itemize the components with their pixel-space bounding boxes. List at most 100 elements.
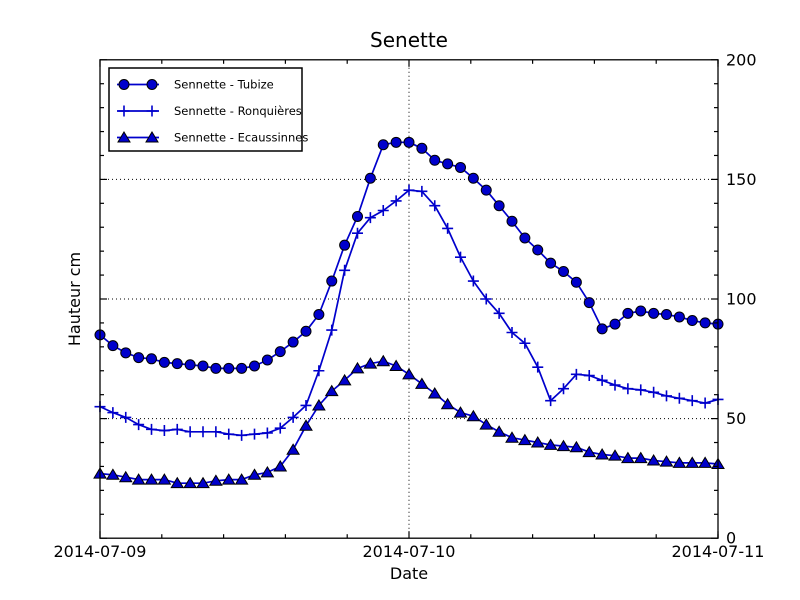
data-point-marker: [569, 440, 584, 453]
data-point-marker: [442, 158, 454, 170]
data-point-marker: [673, 311, 685, 323]
data-point-marker: [609, 318, 621, 330]
data-point-marker: [210, 362, 222, 374]
data-point-marker: [261, 427, 273, 439]
data-point-marker: [183, 476, 198, 489]
data-point-marker: [117, 131, 131, 143]
data-point-marker: [221, 473, 236, 485]
data-point-marker: [582, 445, 597, 458]
legend-item-label: Sennette - Ronquières: [174, 104, 302, 118]
series-line: [99, 360, 719, 485]
data-point-marker: [622, 307, 634, 319]
data-point-marker: [699, 397, 711, 409]
data-point-marker: [532, 244, 544, 256]
data-point-marker: [558, 383, 569, 395]
data-point-marker: [287, 336, 299, 348]
data-point-marker: [311, 398, 326, 411]
data-point-marker: [197, 360, 209, 372]
legend-item-label: Sennette - Ecaussinnes: [174, 131, 308, 145]
data-point-marker: [146, 353, 157, 365]
data-point-marker: [467, 172, 479, 184]
data-point-marker: [131, 473, 146, 485]
series-layer: [93, 136, 725, 489]
legend: Sennette - Tubize Sennette - Ronquières Se…: [108, 67, 308, 152]
data-point-marker: [492, 425, 507, 437]
data-point-marker: [339, 264, 351, 276]
data-point-marker: [364, 172, 376, 184]
data-point-marker: [661, 309, 672, 321]
data-point-marker: [236, 429, 248, 441]
data-point-marker: [429, 200, 441, 212]
data-point-marker: [416, 142, 428, 154]
data-point-marker: [146, 105, 158, 117]
data-point-marker: [442, 222, 454, 234]
data-point-marker: [583, 297, 595, 309]
x-tick-label: 2014-07-09: [54, 542, 147, 561]
data-point-marker: [493, 200, 505, 212]
data-point-marker: [146, 423, 157, 435]
y-tick-label: 0: [726, 529, 736, 548]
data-point-marker: [300, 325, 312, 337]
data-point-marker: [403, 136, 415, 148]
data-point-marker: [414, 377, 429, 389]
data-point-marker: [107, 340, 119, 352]
data-point-marker: [210, 426, 222, 438]
data-point-marker: [698, 456, 713, 468]
data-point-marker: [145, 131, 159, 143]
data-point-marker: [377, 204, 389, 216]
data-point-marker: [326, 275, 338, 287]
data-point-marker: [120, 411, 132, 423]
data-point-marker: [609, 379, 621, 391]
data-point-marker: [286, 443, 301, 455]
data-point-marker: [403, 184, 415, 196]
data-point-marker: [249, 360, 260, 372]
data-point-marker: [480, 184, 492, 196]
data-point-marker: [339, 239, 351, 251]
data-point-marker: [118, 470, 133, 483]
data-point-marker: [364, 212, 376, 224]
data-point-marker: [234, 473, 249, 485]
data-point-marker: [455, 251, 466, 263]
data-point-marker: [595, 448, 610, 460]
data-point-marker: [249, 428, 260, 440]
y-axis-label: Hauteur cm: [65, 252, 84, 346]
legend-item: Sennette - Ecaussinnes: [117, 131, 308, 145]
data-point-marker: [480, 293, 492, 305]
x-axis-label: Date: [390, 564, 428, 583]
data-point-marker: [429, 154, 441, 166]
data-point-marker: [287, 411, 299, 423]
data-point-marker: [493, 307, 505, 319]
data-point-marker: [672, 456, 687, 468]
data-point-marker: [596, 374, 608, 386]
data-point-marker: [517, 433, 532, 446]
data-point-marker: [635, 305, 647, 317]
x-tick-label: 2014-07-10: [363, 542, 456, 561]
data-point-marker: [661, 390, 672, 402]
data-point-marker: [118, 79, 130, 90]
data-point-marker: [686, 395, 698, 407]
data-point-marker: [236, 362, 248, 374]
data-point-marker: [197, 426, 209, 438]
data-point-marker: [158, 425, 170, 437]
data-point-marker: [699, 317, 711, 329]
data-point-marker: [402, 367, 416, 380]
data-point-marker: [453, 406, 468, 418]
data-point-marker: [299, 419, 313, 431]
data-point-marker: [352, 210, 363, 222]
data-point-marker: [352, 227, 363, 239]
data-point-marker: [144, 473, 159, 485]
data-point-marker: [479, 418, 494, 430]
y-tick-label: 200: [726, 50, 757, 69]
data-point-marker: [570, 368, 582, 380]
data-point-marker: [260, 465, 275, 478]
data-point-marker: [455, 161, 466, 173]
data-point-marker: [519, 337, 531, 349]
data-point-marker: [543, 438, 558, 450]
y-tick-label: 100: [726, 290, 757, 309]
x-tick-label: 2014-07-11: [672, 542, 765, 561]
data-point-marker: [416, 185, 428, 197]
data-point-marker: [427, 387, 442, 399]
chart-title: Senette: [370, 28, 448, 52]
data-point-marker: [530, 436, 545, 448]
